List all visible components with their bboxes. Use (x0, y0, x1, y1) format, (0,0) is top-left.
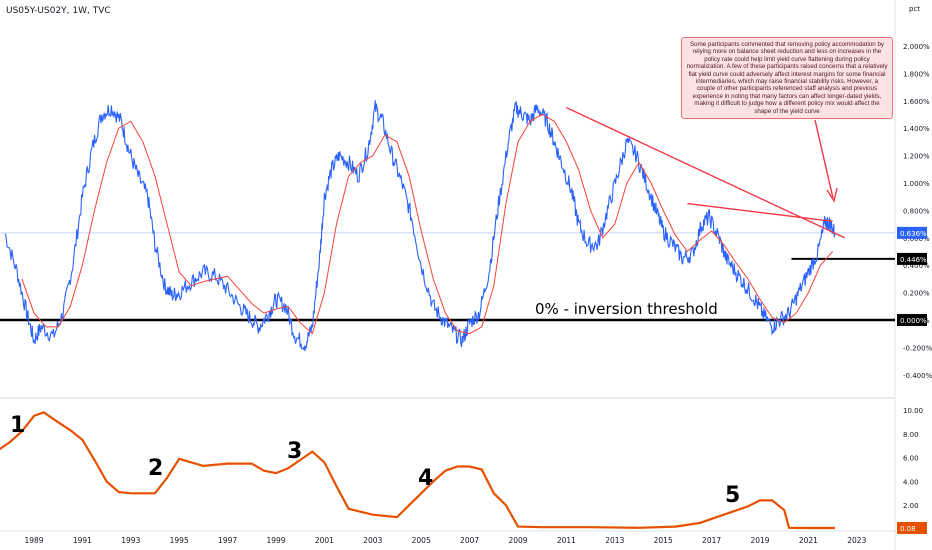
y-tick-label-lower: 10.00 (903, 407, 923, 415)
x-tick-label: 2009 (508, 536, 527, 545)
y-tick-label: 1.000% (903, 180, 930, 188)
cycle-label: 2 (148, 456, 163, 481)
x-tick-label: 1999 (266, 536, 285, 545)
x-tick-label: 2001 (315, 536, 334, 545)
y-tick-label-lower: 8.00 (903, 431, 919, 439)
x-tick-label: 2023 (847, 536, 866, 545)
x-tick-label: 2019 (750, 536, 769, 545)
x-tick-label: 1989 (24, 536, 43, 545)
y-tick-label: -0.200% (903, 344, 932, 352)
moving-average-line (21, 113, 833, 335)
price-tag-bg (897, 226, 927, 239)
cycle-label: 3 (287, 439, 302, 464)
trendline (687, 202, 833, 223)
y-tick-label: 2.000% (903, 43, 930, 51)
inversion-threshold-label: 0% - inversion threshold (535, 300, 718, 318)
annotation-note: Some participants commented that removin… (681, 37, 893, 119)
x-tick-label: 2013 (605, 536, 624, 545)
y-tick-label: 1.800% (903, 70, 930, 78)
fed-rate-line (0, 411, 835, 530)
x-tick-label: 1991 (73, 536, 92, 545)
price-tag-bg (897, 522, 927, 534)
y-tick-label-lower: 2.00 (903, 502, 919, 510)
x-tick-label: 1993 (121, 536, 140, 545)
x-tick-label: 1997 (218, 536, 237, 545)
annotation-arrowhead (826, 187, 838, 203)
x-tick-label: 2015 (654, 536, 673, 545)
cycle-label: 1 (10, 413, 25, 438)
x-tick-label: 1995 (170, 536, 189, 545)
y-tick-label-lower: 4.00 (903, 478, 919, 486)
price-tag-label: 0.446% (900, 256, 927, 264)
x-tick-label: 2021 (799, 536, 818, 545)
cycle-label: 5 (725, 483, 740, 508)
price-tag-bg (897, 252, 927, 265)
price-tag-label: 0.08 (900, 525, 916, 533)
price-tag-label: 0.636% (900, 230, 927, 238)
y-tick-label: 1.200% (903, 153, 930, 161)
y-tick-label: -0.400% (903, 372, 932, 380)
y-tick-label: 0.800% (903, 207, 930, 215)
y-tick-label: 1.400% (903, 125, 930, 133)
y-tick-label: 0.400% (903, 262, 930, 270)
annotation-arrow (814, 119, 834, 199)
trendline (566, 107, 845, 239)
unit-label: pct (909, 5, 920, 13)
price-tag-label: 0.000% (900, 317, 927, 325)
x-tick-label: 2003 (363, 536, 382, 545)
x-tick-label: 2005 (412, 536, 431, 545)
x-tick-label: 2017 (702, 536, 721, 545)
cycle-label: 4 (418, 466, 433, 491)
x-tick-label: 2011 (557, 536, 576, 545)
y-tick-label: 1.600% (903, 98, 930, 106)
price-tag-bg (897, 314, 927, 326)
x-tick-label: 2007 (460, 536, 479, 545)
spread-series-line (4, 100, 836, 352)
symbol-label: US05Y-US02Y, 1W, TVC (6, 6, 111, 16)
y-tick-label-lower: 6.00 (903, 455, 919, 463)
y-tick-label: 0.200% (903, 290, 930, 298)
